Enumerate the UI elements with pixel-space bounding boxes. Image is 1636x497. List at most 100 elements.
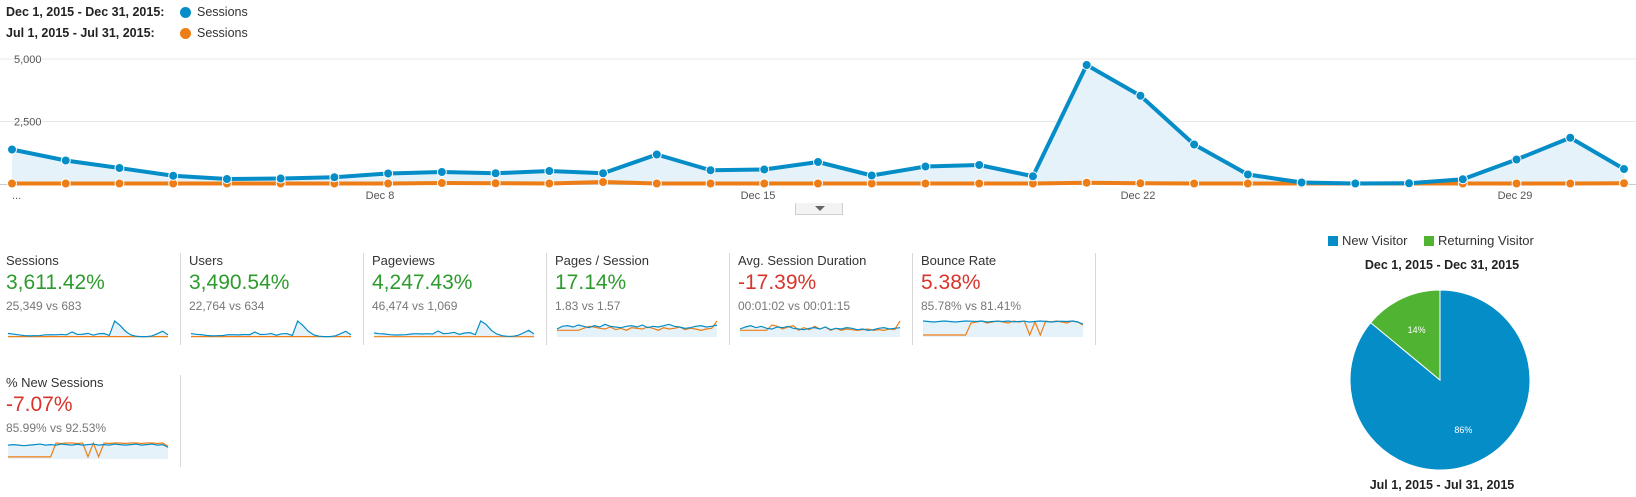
sessions-previous-point[interactable]	[813, 178, 823, 189]
sessions-current-point[interactable]	[329, 172, 340, 183]
sparkline-area	[374, 321, 534, 337]
returning-visitor-legend-label[interactable]: Returning Visitor	[1438, 233, 1534, 248]
sessions-previous-point[interactable]	[974, 178, 985, 189]
sessions-current-point[interactable]	[275, 173, 286, 184]
metric-sparkline	[190, 319, 352, 338]
metric-card[interactable]: Bounce Rate 5.38% 85.78% vs 81.41%	[921, 253, 1096, 345]
chevron-down-icon	[815, 206, 825, 211]
sessions-previous-point[interactable]	[1135, 178, 1146, 189]
metric-comparison: 22,764 vs 634	[189, 299, 265, 313]
metric-name: Pages / Session	[555, 253, 649, 268]
sessions-current-point[interactable]	[60, 155, 71, 166]
sessions-previous-point[interactable]	[598, 177, 609, 187]
metric-name: Avg. Session Duration	[738, 253, 867, 268]
sessions-current-point[interactable]	[759, 164, 770, 175]
new-visitor-legend-label[interactable]: New Visitor	[1342, 233, 1408, 248]
chart-resize-handle[interactable]	[795, 203, 843, 215]
metric-change-value: 17.14%	[555, 271, 627, 294]
sessions-previous-point[interactable]	[7, 178, 17, 189]
metric-change-value: -17.39%	[738, 271, 817, 294]
sessions-current-point[interactable]	[383, 168, 394, 179]
sessions-current-point[interactable]	[436, 167, 447, 177]
sessions-previous-point[interactable]	[1619, 178, 1629, 189]
sessions-current-point[interactable]	[1565, 132, 1576, 143]
sessions-current-point[interactable]	[1081, 60, 1092, 70]
sessions-current-point[interactable]	[168, 170, 179, 181]
sparkline-current	[556, 323, 718, 330]
sessions-current-point[interactable]	[1457, 174, 1468, 185]
card-divider	[180, 375, 181, 467]
sessions-current-point[interactable]	[651, 149, 662, 160]
sessions-current-point[interactable]	[490, 168, 501, 179]
sessions-current-point[interactable]	[705, 165, 716, 176]
sessions-current-point[interactable]	[114, 163, 125, 173]
sessions-previous-point[interactable]	[1189, 178, 1200, 189]
card-divider	[546, 253, 547, 345]
sessions-previous-point[interactable]	[490, 178, 501, 189]
sessions-previous-point[interactable]	[60, 178, 71, 189]
sessions-previous-point[interactable]	[1565, 178, 1576, 189]
metric-change-value: 5.38%	[921, 271, 981, 294]
sessions-previous-point[interactable]	[1081, 177, 1092, 188]
previous-series-name[interactable]: Sessions	[197, 26, 248, 40]
sessions-current-point[interactable]	[544, 166, 555, 176]
sessions-current-point[interactable]	[1027, 171, 1038, 182]
metric-comparison: 25,349 vs 683	[6, 299, 82, 313]
metric-name: Sessions	[6, 253, 59, 268]
current-series-name[interactable]: Sessions	[197, 5, 248, 19]
sessions-current-point[interactable]	[598, 168, 609, 179]
metric-sparkline	[373, 320, 535, 338]
sessions-current-point[interactable]	[1189, 139, 1200, 150]
sessions-current-point[interactable]	[1135, 90, 1146, 101]
pie-title-current: Dec 1, 2015 - Dec 31, 2015	[1364, 258, 1520, 272]
sessions-current-point[interactable]	[1350, 178, 1361, 189]
sessions-current-point[interactable]	[974, 160, 985, 170]
sessions-previous-point[interactable]	[705, 178, 716, 189]
sessions-current-point[interactable]	[1404, 178, 1415, 189]
metric-card[interactable]: Sessions 3,611.42% 25,349 vs 683	[6, 253, 181, 345]
x-tick-label: Dec 22	[1121, 190, 1156, 202]
visitor-type-pie-chart[interactable]: 86% 14%	[1340, 280, 1540, 480]
new-visitor-swatch	[1328, 236, 1338, 246]
sessions-current-point[interactable]	[920, 161, 931, 172]
sparkline-area	[8, 321, 168, 337]
sparkline-area	[8, 444, 168, 459]
sessions-current-point[interactable]	[7, 144, 17, 155]
card-divider	[180, 253, 181, 345]
sparkline-current	[190, 319, 352, 338]
metric-comparison: 46,474 vs 1,069	[372, 299, 458, 313]
metric-card[interactable]: Pages / Session 17.14% 1.83 vs 1.57	[555, 253, 730, 345]
sessions-previous-point[interactable]	[544, 178, 555, 189]
metric-sparkline	[556, 320, 718, 337]
metric-card[interactable]: Users 3,490.54% 22,764 vs 634	[189, 253, 364, 345]
pie-slice-returning-visitor[interactable]	[1369, 289, 1441, 382]
sessions-current-point[interactable]	[866, 170, 877, 181]
sparkline-current	[7, 320, 169, 338]
metric-card[interactable]: % New Sessions -7.07% 85.99% vs 92.53%	[6, 375, 181, 467]
sessions-previous-point[interactable]	[383, 178, 394, 189]
sessions-previous-point[interactable]	[651, 178, 662, 189]
metric-card[interactable]: Pageviews 4,247.43% 46,474 vs 1,069	[372, 253, 547, 345]
sessions-previous-point[interactable]	[114, 178, 125, 189]
sessions-current-point[interactable]	[1619, 164, 1629, 174]
sessions-current-point[interactable]	[1296, 177, 1307, 188]
metric-card[interactable]: Avg. Session Duration -17.39% 00:01:02 vs …	[738, 253, 913, 345]
sessions-current-point[interactable]	[221, 174, 232, 184]
y-tick-label: 5,000	[14, 54, 42, 66]
metric-change-value: 3,490.54%	[189, 271, 290, 294]
sessions-previous-point[interactable]	[1511, 178, 1522, 189]
sessions-previous-point[interactable]	[436, 178, 447, 188]
sessions-previous-point[interactable]	[759, 178, 770, 189]
metric-sparkline	[7, 320, 169, 338]
sparkline-current	[373, 320, 535, 337]
previous-range-label: Jul 1, 2015 - Jul 31, 2015:	[6, 26, 155, 40]
sessions-current-point[interactable]	[813, 157, 823, 167]
sessions-current-point[interactable]	[1242, 169, 1253, 180]
sessions-previous-point[interactable]	[920, 178, 931, 189]
sessions-line-chart[interactable]: 5,000 2,500... Dec 8 Dec 15 Dec 22 Dec 29	[0, 0, 1636, 215]
metric-comparison: 00:01:02 vs 00:01:15	[738, 299, 851, 313]
card-divider	[1095, 253, 1096, 345]
sessions-previous-point[interactable]	[1242, 178, 1253, 189]
y-tick-label: 2,500	[14, 117, 42, 129]
sessions-current-point[interactable]	[1511, 154, 1522, 165]
